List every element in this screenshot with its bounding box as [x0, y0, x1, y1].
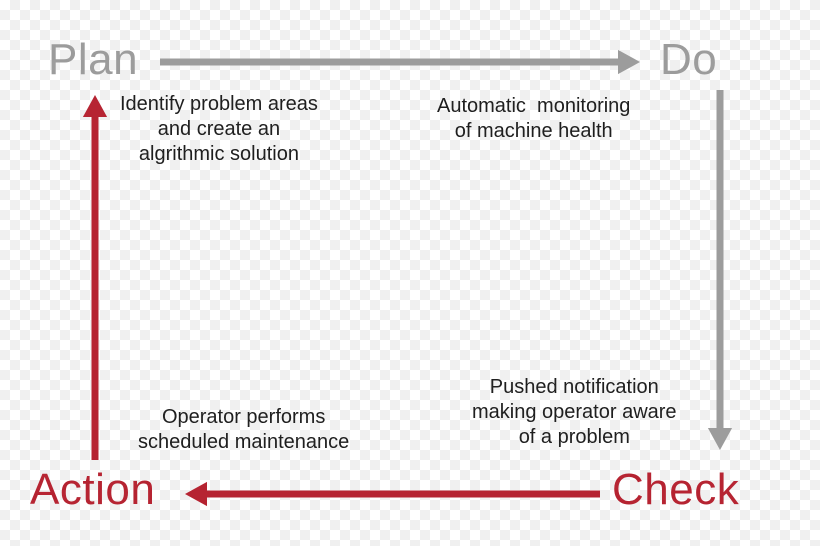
arrow-action-to-plan [0, 0, 820, 546]
